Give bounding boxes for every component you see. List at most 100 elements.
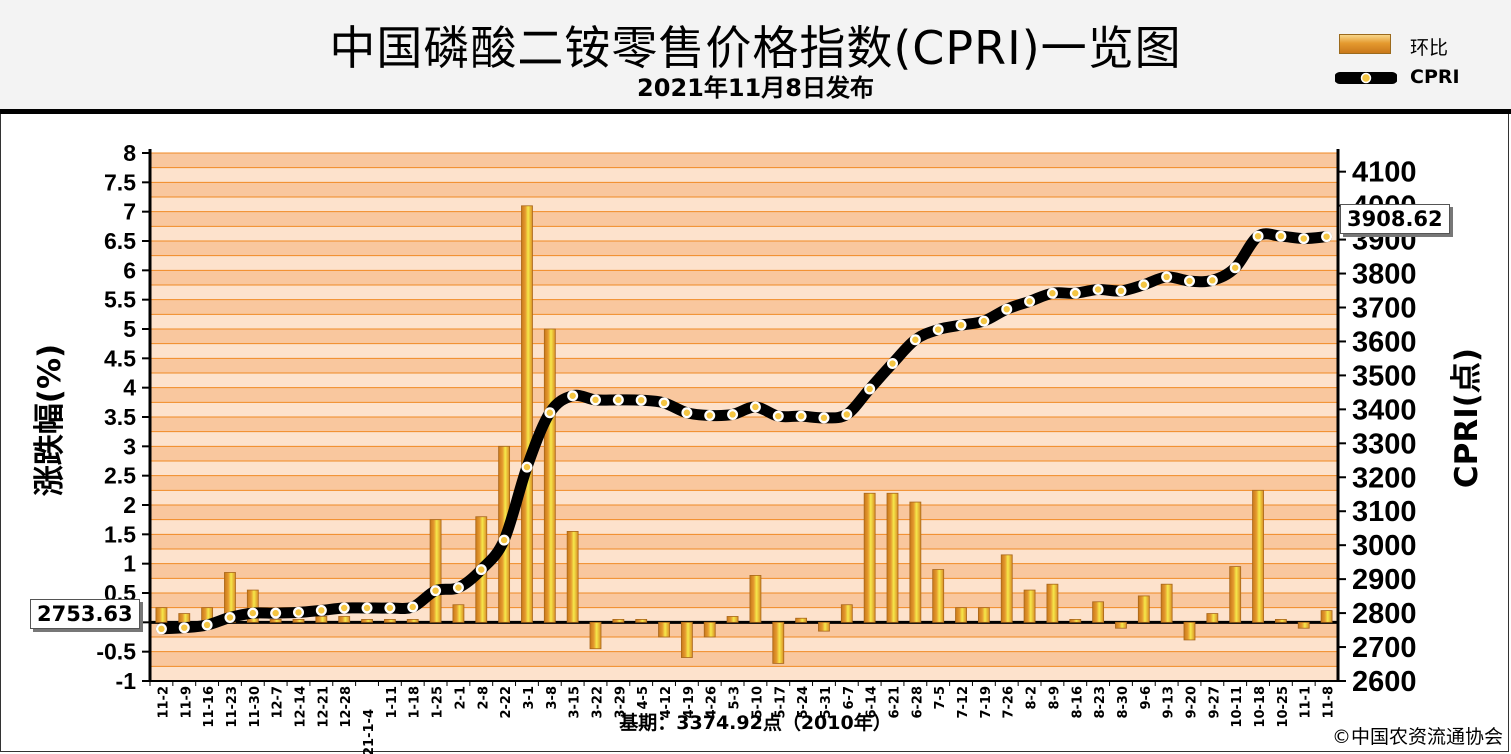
bar-4-5 xyxy=(635,619,648,623)
bar-6-14 xyxy=(863,492,876,623)
plot-band xyxy=(150,549,1338,564)
x-tick-label: 11-23 xyxy=(225,686,240,728)
x-tick-label: 10-11 xyxy=(1230,686,1245,728)
x-tick-label: 5-17 xyxy=(773,686,788,719)
plot-band xyxy=(150,622,1338,637)
cpri-point-1-18 xyxy=(409,603,416,611)
x-tick-label: 2-1 xyxy=(453,686,468,710)
bar-5-10 xyxy=(749,575,762,623)
cpri-point-12-21 xyxy=(318,607,325,614)
x-tick-label: 11-16 xyxy=(202,686,217,728)
right-tick-label: 2900 xyxy=(1352,564,1417,596)
cpri-point-8-30 xyxy=(1117,287,1125,295)
right-tick-label: 3300 xyxy=(1352,428,1417,460)
right-tick-label: 4100 xyxy=(1352,157,1417,189)
chart-header: 中国磷酸二铵零售价格指数(CPRI)一览图 2021年11月8日发布 环比 CP… xyxy=(0,0,1511,114)
cpri-point-12-28 xyxy=(340,604,348,612)
x-tick-label: 1-18 xyxy=(408,686,423,719)
x-tick-label: 5-3 xyxy=(728,686,743,710)
plot-band xyxy=(150,417,1338,432)
legend-bar-label: 环比 xyxy=(1410,37,1449,59)
plot-band xyxy=(150,358,1338,373)
bar-9-27 xyxy=(1206,613,1219,623)
cpri-point-9-6 xyxy=(1140,281,1148,288)
cpri-point-11-16 xyxy=(203,621,211,629)
x-tick-label: 1-25 xyxy=(431,686,446,719)
x-tick-label: 3-8 xyxy=(545,686,560,710)
left-tick-label: 3.5 xyxy=(104,404,136,430)
left-tick-label: 5 xyxy=(123,316,136,342)
left-tick-label: 1.5 xyxy=(104,521,136,547)
x-tick-label: 1-11 xyxy=(385,686,400,719)
x-tick-label: 12-14 xyxy=(294,686,309,728)
cpri-point-4-26 xyxy=(706,412,713,419)
right-axis-title: CPRI(点) xyxy=(1449,348,1485,488)
bar-9-6 xyxy=(1137,595,1150,623)
cpri-point-1-25 xyxy=(432,587,439,594)
x-tick-label: 11-8 xyxy=(1322,686,1337,719)
plot-band xyxy=(150,270,1338,285)
bar-9-20 xyxy=(1183,621,1196,641)
plot-band xyxy=(150,226,1338,241)
plot-band xyxy=(150,505,1338,520)
bar-3-22 xyxy=(589,621,602,650)
cpri-point-6-7 xyxy=(843,411,851,418)
cpri-point-2-8 xyxy=(478,566,485,573)
x-tick-label: 11-9 xyxy=(179,686,194,719)
plot-band xyxy=(150,637,1338,652)
plot-band xyxy=(150,607,1338,623)
right-tick-label: 3800 xyxy=(1352,259,1417,291)
chart-subtitle: 2021年11月8日发布 xyxy=(637,74,874,102)
bar-5-31 xyxy=(818,621,830,632)
bar-6-28 xyxy=(909,501,922,623)
legend-line-swatch xyxy=(1335,72,1397,84)
x-tick-label: 6-21 xyxy=(888,686,903,719)
plot-band xyxy=(150,519,1338,535)
x-tick-label: 12-28 xyxy=(339,686,354,728)
bar-6-7 xyxy=(840,604,853,623)
cpri-line xyxy=(155,228,1333,635)
plot-band xyxy=(150,314,1338,329)
plot-band xyxy=(150,373,1338,388)
bar-11-30 xyxy=(246,589,259,623)
x-tick-label: 3-15 xyxy=(568,686,583,719)
plot-band xyxy=(150,563,1338,579)
x-tick-label: 2-22 xyxy=(499,686,514,719)
cpri-point-10-25 xyxy=(1277,232,1285,240)
bar-5-3 xyxy=(726,616,739,623)
bar-6-21 xyxy=(886,492,899,623)
x-tick-label: 4-19 xyxy=(682,686,697,719)
x-tick-label: 9-27 xyxy=(1207,686,1222,719)
right-tick-label: 3000 xyxy=(1352,530,1417,562)
cpri-point-4-12 xyxy=(660,399,668,407)
x-tick-label: 3-22 xyxy=(591,686,606,719)
plot-band xyxy=(150,490,1338,505)
plot-band xyxy=(150,329,1338,344)
right-tick-label: 3500 xyxy=(1352,360,1417,392)
cpri-point-7-12 xyxy=(957,321,965,329)
cpri-point-10-11 xyxy=(1231,264,1239,271)
cpri-point-3-22 xyxy=(592,396,599,404)
chart-title: 中国磷酸二铵零售价格指数(CPRI)一览图 xyxy=(329,21,1182,75)
x-tick-label: 9-13 xyxy=(1162,686,1177,719)
plot-band xyxy=(150,431,1338,447)
plot-band xyxy=(150,666,1338,681)
cpri-point-2-22 xyxy=(500,536,508,544)
x-tick-label: 6-28 xyxy=(910,686,925,719)
cpri-point-4-19 xyxy=(683,409,691,416)
cpri-point-2021-1-4 xyxy=(363,604,371,612)
bar-3-29 xyxy=(612,619,625,623)
x-tick-label: 8-30 xyxy=(1116,686,1131,719)
bar-12-28 xyxy=(338,616,351,623)
cpri-point-7-19 xyxy=(980,317,988,325)
bar-8-16 xyxy=(1069,619,1082,623)
x-tick-label: 7-26 xyxy=(1002,686,1017,719)
x-tick-label: 7-12 xyxy=(956,686,971,719)
x-tick-label: 11-2 xyxy=(156,686,171,719)
plot-band xyxy=(150,153,1338,168)
left-tick-label: 2.5 xyxy=(104,463,136,489)
bar-10-18 xyxy=(1252,489,1264,623)
x-tick-label: 10-25 xyxy=(1276,686,1291,728)
left-tick-label: -0.5 xyxy=(96,639,136,665)
